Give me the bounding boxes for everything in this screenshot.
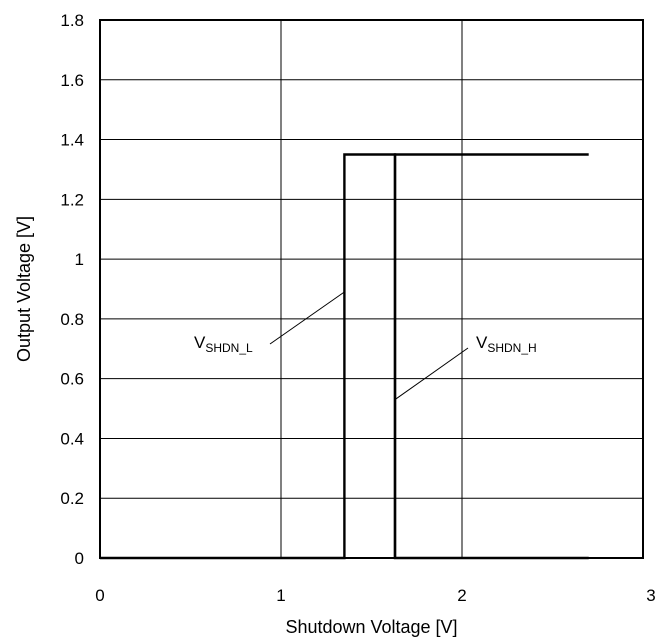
annotation-leader-line [394,347,469,400]
x-tick-label: 1 [276,586,285,605]
series-layer [100,153,589,560]
y-tick-label: 1.8 [60,11,84,30]
y-tick-label: 1 [75,250,84,269]
annotation-label: VSHDN_L [194,333,253,355]
grid [100,20,643,558]
y-tick-label: 0.4 [60,429,84,448]
y-tick-label: 1.6 [60,71,84,90]
annotation-leader-line [269,291,345,345]
y-axis-label: Output Voltage [V] [14,216,34,362]
x-axis-label: Shutdown Voltage [V] [285,617,457,637]
plot-frame [99,19,644,559]
y-tick-label: 0.6 [60,370,84,389]
annotation-label: VSHDN_H [476,333,537,355]
y-tick-label: 1.2 [60,190,84,209]
series-line-1 [100,153,589,560]
x-tick-label: 2 [457,586,466,605]
y-tick-label: 0.2 [60,489,84,508]
x-tick-label: 0 [95,586,104,605]
x-tick-label: 3 [646,586,655,605]
annotation-subscript: SHDN_L [205,341,253,355]
y-tick-label: 0 [75,549,84,568]
series-line-2 [393,153,589,558]
annotations: VSHDN_L VSHDN_H [194,291,537,400]
y-tick-label: 1.4 [60,131,84,150]
tick-labels: 0 0.2 0.4 0.6 0.8 1 1.2 1.4 1.6 1.8 0 1 2 3 [60,11,655,605]
annotation-subscript: SHDN_H [487,341,536,355]
y-tick-label: 0.8 [60,310,84,329]
